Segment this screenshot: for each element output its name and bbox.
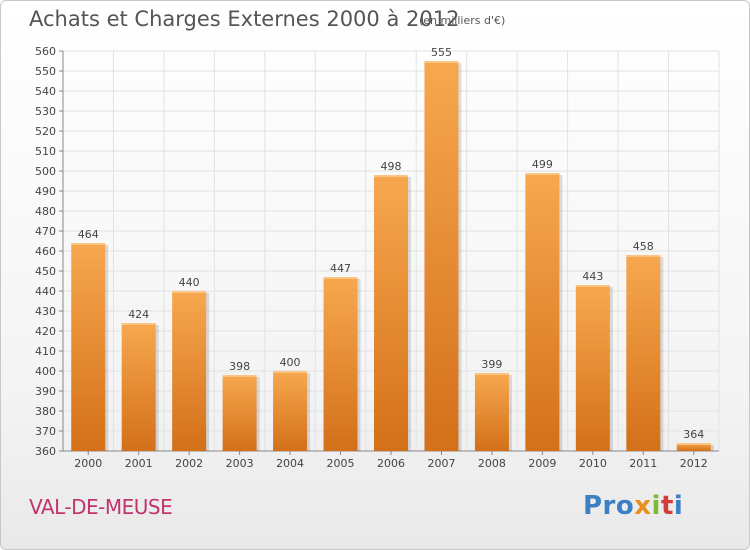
- logo-part: Pro: [583, 491, 635, 521]
- bar: [323, 277, 358, 451]
- data-labels: 464 424 440 398 400 447 498 555 399 499 443 458 364: [78, 46, 705, 441]
- bar: [222, 375, 257, 451]
- bar-value-label: 400: [280, 356, 301, 369]
- bar-value-label: 424: [128, 308, 149, 321]
- bar-value-label: 440: [179, 276, 200, 289]
- y-tick-label: 360: [35, 445, 56, 458]
- chart-subtitle: (en milliers d'€): [419, 14, 506, 27]
- bar-highlight: [71, 243, 106, 245]
- bar: [121, 323, 156, 451]
- bar-highlight: [575, 285, 610, 287]
- bar-value-label: 555: [431, 46, 452, 59]
- y-tick-label: 420: [35, 325, 56, 338]
- y-tick-label: 400: [35, 365, 56, 378]
- logo-part: t: [660, 491, 674, 521]
- bar: [71, 243, 106, 451]
- bar-value-label: 464: [78, 228, 99, 241]
- bar-highlight: [424, 61, 459, 63]
- x-tick-label: 2008: [478, 457, 506, 470]
- y-tick-label: 520: [35, 125, 56, 138]
- logo-part: x: [634, 491, 652, 521]
- x-tick-label: 2009: [528, 457, 556, 470]
- x-tick-label: 2010: [579, 457, 607, 470]
- bar-value-label: 447: [330, 262, 351, 275]
- x-tick-label: 2003: [226, 457, 254, 470]
- bar: [374, 175, 408, 451]
- bar-value-label: 399: [481, 358, 502, 371]
- y-tick-label: 410: [35, 345, 56, 358]
- y-tick-label: 540: [35, 85, 56, 98]
- bar-value-label: 443: [582, 270, 603, 283]
- commune-name: VAL-DE-MEUSE: [29, 495, 173, 519]
- bar-highlight: [121, 323, 156, 325]
- x-tick-label: 2007: [427, 457, 455, 470]
- bar-highlight: [222, 375, 257, 377]
- bar-highlight: [474, 373, 509, 375]
- proxiti-logo[interactable]: Proxiti: [583, 491, 683, 521]
- x-tick-label: 2011: [629, 457, 657, 470]
- bar: [424, 61, 459, 451]
- logo-part: i: [651, 491, 661, 521]
- axes: 360 370 380 390 400 410 420 430 440 450 460 470 480 4…: [35, 45, 719, 470]
- bar-highlight: [172, 291, 207, 293]
- x-tick-label: 2012: [680, 457, 708, 470]
- bar: [273, 371, 308, 451]
- y-tick-label: 480: [35, 205, 56, 218]
- bar: [474, 373, 509, 451]
- bars: [71, 61, 714, 451]
- y-tick-label: 430: [35, 305, 56, 318]
- bar: [676, 443, 711, 451]
- bar-value-label: 458: [633, 240, 654, 253]
- y-tick-label: 550: [35, 65, 56, 78]
- bar-highlight: [626, 255, 661, 257]
- bar-highlight: [525, 173, 560, 175]
- y-tick-label: 450: [35, 265, 56, 278]
- x-tick-label: 2006: [377, 457, 405, 470]
- chart-title: Achats et Charges Externes 2000 à 2012: [29, 7, 460, 31]
- bar: [626, 255, 661, 451]
- bar: [172, 291, 207, 451]
- y-tick-label: 510: [35, 145, 56, 158]
- bar-highlight: [323, 277, 358, 279]
- x-tick-label: 2004: [276, 457, 304, 470]
- x-tick-label: 2001: [125, 457, 153, 470]
- y-tick-label: 440: [35, 285, 56, 298]
- y-tick-label: 460: [35, 245, 56, 258]
- bar-value-label: 364: [683, 428, 704, 441]
- y-tick-label: 370: [35, 425, 56, 438]
- y-tick-label: 560: [35, 45, 56, 58]
- y-tick-label: 500: [35, 165, 56, 178]
- x-tick-label: 2002: [175, 457, 203, 470]
- bar-value-label: 499: [532, 158, 553, 171]
- bar-highlight: [273, 371, 308, 373]
- bar: [575, 285, 610, 451]
- x-tick-label: 2000: [74, 457, 102, 470]
- y-tick-label: 380: [35, 405, 56, 418]
- bar-value-label: 498: [381, 160, 402, 173]
- bar-highlight: [374, 175, 408, 177]
- bar-highlight: [676, 443, 711, 445]
- y-tick-label: 470: [35, 225, 56, 238]
- y-tick-label: 490: [35, 185, 56, 198]
- bar: [525, 173, 560, 451]
- bar-value-label: 398: [229, 360, 250, 373]
- y-tick-label: 390: [35, 385, 56, 398]
- x-tick-label: 2005: [327, 457, 355, 470]
- logo-part: i: [673, 491, 684, 521]
- y-tick-label: 530: [35, 105, 56, 118]
